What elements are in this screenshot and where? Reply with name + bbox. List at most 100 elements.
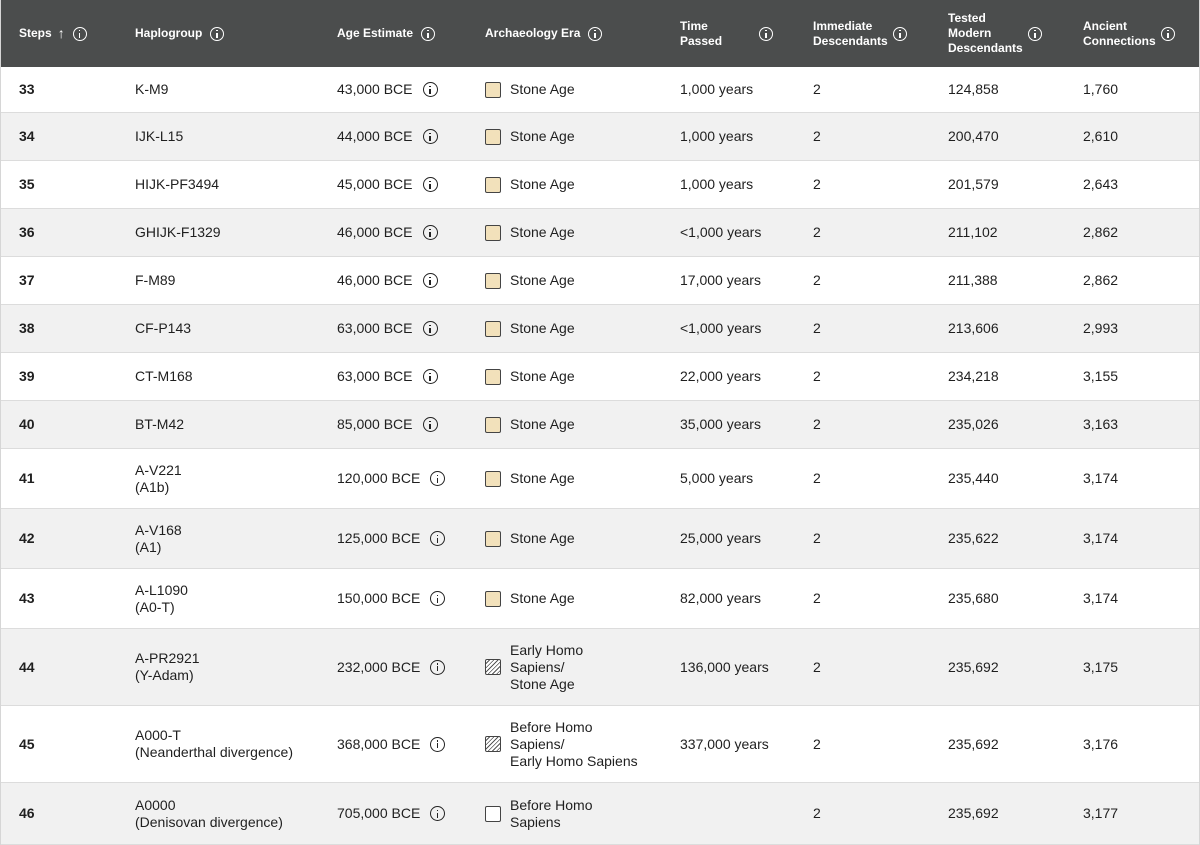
info-icon[interactable] [421, 26, 436, 41]
ancient-connections-cell: 3,174 [1083, 509, 1118, 568]
table-row[interactable]: 36 GHIJK-F1329 46,000 BCE Stone Age <1,000 y… [1, 209, 1199, 257]
column-header-label: Tested Modern Descendants [948, 11, 1023, 55]
info-icon[interactable] [1028, 26, 1042, 41]
immediate-descendants-cell-text: 2 [813, 272, 821, 288]
table-row[interactable]: 35 HIJK-PF3494 45,000 BCE Stone Age 1,000 ye… [1, 161, 1199, 209]
info-icon[interactable] [430, 806, 446, 821]
time-passed-cell-text: 35,000 years [680, 416, 761, 432]
table-row[interactable]: 42 A-V168 (A1) 125,000 BCE Stone Age 25,000 … [1, 509, 1199, 569]
step-cell: 42 [19, 509, 35, 568]
info-icon[interactable] [422, 417, 438, 432]
immediate-descendants-cell-text: 2 [813, 81, 821, 97]
archaeology-era-cell: Stone Age [485, 509, 575, 568]
info-icon[interactable] [422, 321, 438, 336]
column-header-haplogroup[interactable]: Haplogroup [135, 0, 225, 67]
haplogroup-cell: BT-M42 [135, 401, 184, 448]
haplogroup-cell-text: GHIJK-F1329 [135, 224, 221, 240]
ancient-connections-cell: 3,175 [1083, 629, 1118, 705]
time-passed-cell: 136,000 years [680, 629, 769, 705]
tested-modern-descendants-cell-text: 213,606 [948, 320, 999, 336]
era-swatch-icon [485, 659, 501, 675]
ancient-connections-cell-text: 3,177 [1083, 805, 1119, 821]
immediate-descendants-cell-text: 2 [813, 416, 821, 432]
info-icon[interactable] [422, 82, 438, 97]
table-row[interactable]: 34 IJK-L15 44,000 BCE Stone Age 1,000 years 2… [1, 113, 1199, 161]
info-icon[interactable] [422, 129, 438, 144]
ancient-connections-cell: 2,643 [1083, 161, 1118, 208]
info-icon[interactable] [430, 531, 446, 546]
era-swatch-icon [485, 81, 501, 98]
immediate-descendants-cell-text: 2 [813, 805, 821, 821]
era-swatch-icon [485, 224, 501, 241]
step-cell-text: 37 [19, 272, 35, 288]
info-icon[interactable] [422, 225, 438, 240]
info-icon[interactable] [588, 26, 603, 41]
info-icon[interactable] [430, 659, 446, 675]
info-icon[interactable] [893, 26, 907, 41]
haplogroup-cell: K-M9 [135, 67, 168, 112]
tested-modern-descendants-cell-text: 234,218 [948, 368, 999, 384]
era-label: Stone Age [510, 128, 575, 144]
table-row[interactable]: 38 CF-P143 63,000 BCE Stone Age <1,000 years… [1, 305, 1199, 353]
haplogroup-cell: A000-T (Neanderthal divergence) [135, 706, 293, 782]
archaeology-era-cell: Stone Age [485, 67, 575, 112]
info-icon[interactable] [430, 591, 446, 606]
immediate-descendants-cell: 2 [813, 353, 821, 400]
tested-modern-descendants-cell-text: 235,622 [948, 530, 999, 546]
column-header-steps[interactable]: Steps ↑ [19, 0, 87, 67]
step-cell: 35 [19, 161, 35, 208]
table-row[interactable]: 41 A-V221 (A1b) 120,000 BCE Stone Age 5,000 … [1, 449, 1199, 509]
immediate-descendants-cell-text: 2 [813, 176, 821, 192]
time-passed-cell-text: 25,000 years [680, 530, 761, 546]
time-passed-cell: 82,000 years [680, 569, 761, 628]
table-row[interactable]: 44 A-PR2921 (Y-Adam) 232,000 BCE Early Homo… [1, 629, 1199, 706]
info-icon[interactable] [1161, 26, 1175, 41]
table-row[interactable]: 40 BT-M42 85,000 BCE Stone Age 35,000 years 2… [1, 401, 1199, 449]
immediate-descendants-cell: 2 [813, 209, 821, 256]
archaeology-era-cell: Before Homo Sapiens/ Early Homo Sapiens [485, 706, 638, 782]
table-row[interactable]: 45 A000-T (Neanderthal divergence) 368,000… [1, 706, 1199, 783]
age-estimate-cell-text: 705,000 BCE [337, 805, 421, 821]
ancient-connections-cell-text: 3,155 [1083, 368, 1119, 384]
info-icon[interactable] [422, 273, 438, 288]
column-header-immediate[interactable]: Immediate Descendants [813, 0, 907, 67]
age-estimate-cell: 125,000 BCE [337, 509, 446, 568]
ancient-connections-cell: 3,163 [1083, 401, 1118, 448]
era-label: Stone Age [510, 416, 575, 432]
info-icon[interactable] [430, 471, 446, 486]
table-row[interactable]: 39 CT-M168 63,000 BCE Stone Age 22,000 years… [1, 353, 1199, 401]
column-header-era[interactable]: Archaeology Era [485, 0, 603, 67]
ancient-connections-cell-text: 3,174 [1083, 590, 1119, 606]
info-icon[interactable] [72, 26, 87, 41]
column-header-time[interactable]: Time Passed [680, 0, 773, 67]
sort-ascending-icon[interactable]: ↑ [57, 25, 65, 41]
immediate-descendants-cell-text: 2 [813, 658, 821, 675]
immediate-descendants-cell: 2 [813, 257, 821, 304]
info-icon[interactable] [759, 26, 773, 41]
ancient-connections-cell: 2,993 [1083, 305, 1118, 352]
ancient-connections-cell: 2,862 [1083, 209, 1118, 256]
ancient-connections-cell-text: 2,643 [1083, 176, 1119, 192]
tested-modern-descendants-cell: 235,692 [948, 783, 999, 844]
era-swatch-icon [485, 320, 501, 337]
info-icon[interactable] [422, 177, 438, 192]
archaeology-era-cell: Early Homo Sapiens/ Stone Age [485, 629, 583, 705]
step-cell-text: 34 [19, 128, 35, 144]
table-row[interactable]: 37 F-M89 46,000 BCE Stone Age 17,000 years 2 2… [1, 257, 1199, 305]
ancient-connections-cell: 2,862 [1083, 257, 1118, 304]
table-row[interactable]: 43 A-L1090 (A0-T) 150,000 BCE Stone Age 82,0… [1, 569, 1199, 629]
time-passed-cell-text: 136,000 years [680, 658, 769, 675]
tested-modern-descendants-cell-text: 235,440 [948, 470, 999, 486]
column-header-ancient[interactable]: Ancient Connections [1083, 0, 1175, 67]
table-row[interactable]: 33 K-M9 43,000 BCE Stone Age 1,000 years 2 124… [1, 67, 1199, 113]
era-label: Stone Age [510, 320, 575, 336]
table-row[interactable]: 46 A0000 (Denisovan divergence) 705,000 BC… [1, 783, 1199, 845]
info-icon[interactable] [422, 369, 438, 384]
time-passed-cell: 25,000 years [680, 509, 761, 568]
info-icon[interactable] [430, 736, 446, 752]
info-icon[interactable] [210, 26, 225, 41]
column-header-age[interactable]: Age Estimate [337, 0, 436, 67]
immediate-descendants-cell: 2 [813, 449, 821, 508]
era-label: Stone Age [510, 81, 575, 97]
column-header-tested[interactable]: Tested Modern Descendants [948, 0, 1042, 67]
